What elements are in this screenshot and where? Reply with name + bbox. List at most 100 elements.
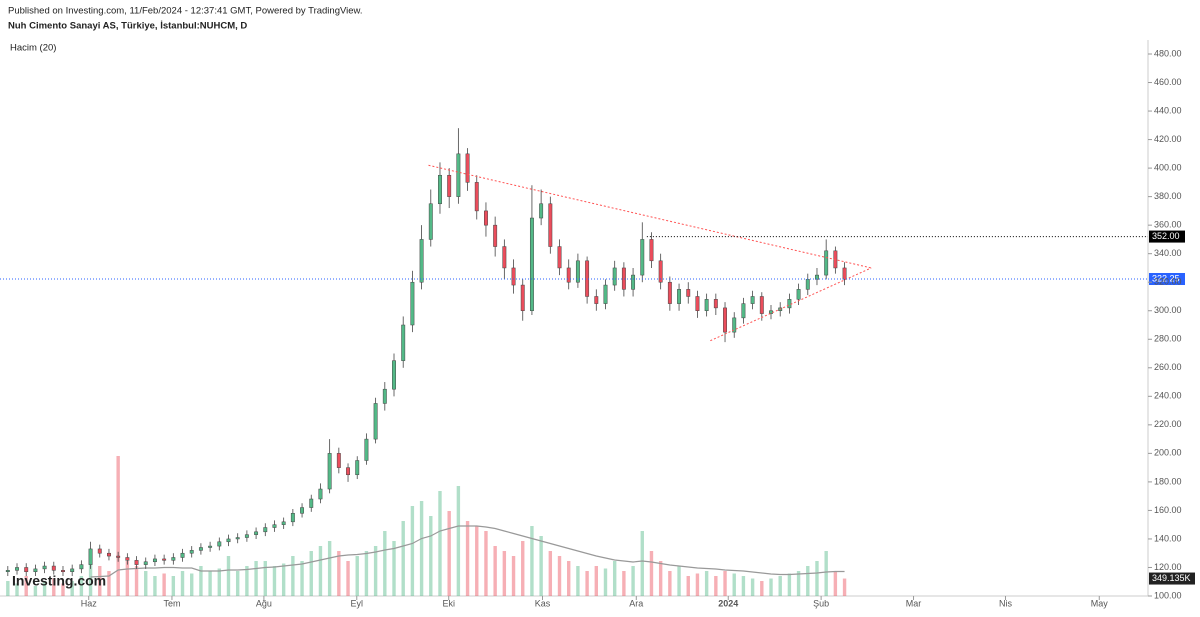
volume-bar	[419, 501, 424, 596]
candle-body	[336, 453, 341, 468]
candle-body	[796, 289, 801, 300]
candle-body	[612, 267, 617, 286]
volume-bar	[493, 546, 497, 596]
volume-bar	[52, 578, 56, 596]
candle-body	[217, 541, 222, 547]
y-tick-label: 160.00	[1154, 505, 1182, 515]
volume-bar	[171, 576, 176, 596]
volume-bar	[530, 526, 534, 596]
y-tick-label: 420.00	[1154, 134, 1182, 144]
candle-body	[723, 307, 727, 333]
candle-body	[107, 552, 111, 557]
candle-body	[318, 488, 323, 500]
x-tick-label: Ağu	[256, 598, 272, 608]
candle-body	[226, 538, 231, 543]
x-tick-label: Nis	[999, 598, 1012, 608]
volume-bar	[162, 573, 166, 596]
candle-body	[649, 239, 654, 262]
candle-body	[15, 567, 19, 571]
candle-body	[677, 289, 682, 304]
volume-bar	[300, 561, 304, 596]
volume-bar	[429, 516, 433, 596]
volume-bar	[272, 566, 277, 596]
y-tick-label: 320.00	[1154, 277, 1182, 287]
candle-body	[511, 267, 516, 286]
candle-body	[152, 558, 157, 563]
volume-bar	[567, 561, 571, 596]
candle-body	[548, 203, 553, 247]
candle-body	[346, 467, 350, 476]
volume-bar	[787, 573, 792, 596]
volume-bar	[612, 561, 617, 596]
candle-body	[88, 548, 93, 565]
volume-bar	[33, 586, 38, 596]
volume-bar	[796, 571, 801, 596]
candle-body	[493, 224, 498, 247]
y-tick-label: 220.00	[1154, 419, 1182, 429]
candle-body	[447, 174, 452, 197]
y-tick-label: 400.00	[1154, 162, 1182, 172]
candle-body	[373, 403, 378, 440]
volume-bar	[456, 486, 461, 596]
candle-body	[621, 267, 626, 290]
candle-body	[603, 284, 608, 304]
candle-body	[428, 203, 433, 240]
candle-body	[658, 260, 663, 283]
candle-body	[309, 498, 314, 508]
volume-bar	[410, 506, 415, 596]
y-tick-label: 260.00	[1154, 362, 1182, 372]
logo: Investing.com	[12, 573, 106, 589]
volume-bar	[502, 551, 507, 596]
candle-body	[327, 453, 332, 490]
volume-bar	[153, 576, 157, 596]
candle-body	[575, 260, 580, 283]
candle-body	[42, 565, 47, 570]
candle-body	[180, 552, 185, 558]
y-tick-label: 440.00	[1154, 105, 1182, 115]
y-tick-label: 360.00	[1154, 220, 1182, 230]
candle-body	[502, 246, 507, 269]
candle-body	[566, 267, 571, 283]
candle-body	[263, 527, 268, 533]
candle-body	[557, 246, 562, 269]
candle-body	[438, 174, 442, 205]
y-tick-label: 180.00	[1154, 476, 1182, 486]
volume-bar	[475, 526, 479, 596]
symbol-title: Nuh Cimento Sanayi AS, Türkiye, İstanbul…	[8, 21, 247, 32]
candle-body	[79, 564, 84, 570]
price-label: 352.00	[1152, 231, 1180, 241]
x-tick-label: Haz	[81, 598, 98, 608]
volume-bar	[263, 561, 267, 596]
x-tick-label: May	[1091, 598, 1109, 608]
candle-body	[125, 557, 130, 561]
volume-bar	[668, 571, 672, 596]
volume-bar	[364, 551, 369, 596]
candle-body	[640, 239, 645, 276]
volume-bar	[465, 521, 470, 596]
volume-bar	[327, 541, 332, 596]
candle-body	[824, 250, 829, 276]
volume-bar	[383, 531, 387, 596]
x-tick-label: Eyl	[351, 598, 364, 608]
volume-bar	[585, 571, 589, 596]
candle-body	[410, 281, 415, 326]
candle-body	[70, 568, 75, 573]
candle-body	[759, 296, 764, 314]
candle-body	[300, 507, 305, 514]
volume-bar	[116, 456, 120, 596]
volume-bar	[521, 541, 525, 596]
candle-body	[750, 296, 755, 304]
volume-bar	[42, 581, 47, 596]
volume-bar	[98, 566, 102, 596]
candle-body	[686, 289, 691, 297]
volume-bar	[144, 571, 148, 596]
volume-bar	[778, 576, 782, 596]
x-tick-label: Tem	[163, 598, 180, 608]
price-label-box	[1149, 273, 1185, 286]
candle-body	[235, 537, 240, 540]
volume-bar	[79, 576, 84, 596]
x-tick-label: Eki	[442, 598, 455, 608]
candle-body	[401, 324, 406, 361]
volume-ma-line	[90, 525, 845, 578]
